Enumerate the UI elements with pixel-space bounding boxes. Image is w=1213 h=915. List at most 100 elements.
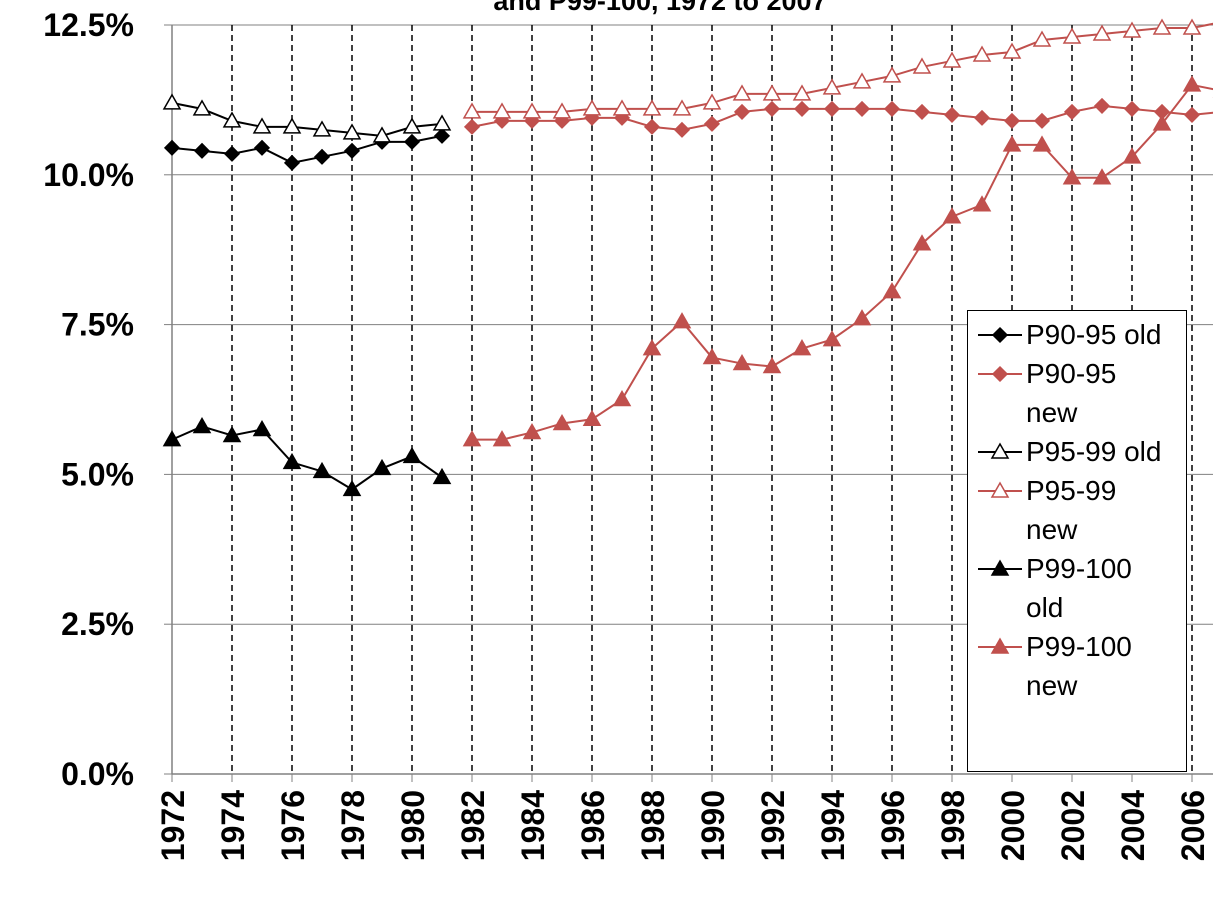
x-tick-label: 1988	[635, 790, 671, 861]
legend-entry: P95-99 old	[968, 432, 1186, 471]
marker	[852, 72, 872, 89]
marker	[1093, 97, 1111, 114]
marker	[1063, 103, 1081, 120]
legend-entry: P90-95 new	[968, 354, 1186, 432]
marker	[853, 100, 871, 117]
x-tick-label: 2004	[1115, 790, 1151, 861]
marker	[462, 102, 482, 119]
marker	[1182, 75, 1202, 92]
marker	[1003, 112, 1021, 129]
marker	[462, 430, 482, 447]
marker	[943, 106, 961, 123]
marker	[642, 339, 662, 356]
marker	[702, 93, 722, 110]
y-tick-label: 0.0%	[61, 756, 134, 792]
marker	[312, 461, 332, 479]
marker	[1123, 100, 1141, 117]
y-tick-label: 5.0%	[61, 456, 134, 492]
marker	[763, 100, 781, 117]
marker	[1002, 135, 1022, 152]
marker	[312, 120, 332, 137]
marker	[282, 452, 302, 470]
marker	[942, 207, 962, 224]
series-line	[171, 425, 443, 491]
marker	[793, 100, 811, 117]
marker	[282, 117, 302, 134]
legend-marker	[978, 442, 1022, 459]
marker	[522, 422, 542, 440]
marker	[433, 127, 451, 144]
x-tick-label: 1974	[215, 790, 251, 861]
marker	[552, 102, 572, 119]
marker	[192, 416, 212, 434]
legend-entry: P99-100 old	[968, 549, 1186, 627]
marker	[792, 84, 812, 101]
marker	[762, 84, 782, 101]
x-tick-label: 1976	[275, 790, 311, 861]
legend-label: P95-99 new	[1026, 475, 1117, 545]
y-tick-label: 10.0%	[43, 157, 134, 193]
marker	[463, 118, 481, 135]
marker	[882, 66, 902, 83]
marker	[252, 117, 272, 134]
marker	[990, 637, 1010, 654]
x-tick-label: 2000	[995, 790, 1031, 861]
marker	[612, 389, 632, 407]
marker	[822, 330, 842, 347]
marker	[402, 446, 422, 464]
legend-label: P99-100 old	[1026, 553, 1132, 623]
marker	[792, 339, 812, 356]
marker	[882, 282, 902, 299]
x-tick-label: 1994	[815, 790, 851, 861]
marker	[673, 121, 691, 138]
legend-label: P90-95 old	[1026, 319, 1162, 350]
marker	[582, 409, 602, 427]
x-tick-label: 1972	[155, 790, 191, 861]
marker	[372, 458, 392, 476]
legend-marker	[978, 326, 1022, 344]
legend: P90-95 old P90-95 new P95-99 old P95-99 new…	[967, 310, 1187, 772]
marker	[823, 100, 841, 117]
x-tick-label: 1992	[755, 790, 791, 861]
y-tick-label: 2.5%	[61, 606, 134, 642]
marker	[991, 326, 1009, 344]
x-tick-label: 1998	[935, 790, 971, 861]
marker	[991, 365, 1009, 383]
marker	[1092, 24, 1112, 41]
marker	[1092, 168, 1112, 185]
marker	[492, 430, 512, 447]
marker	[1032, 30, 1052, 47]
marker	[762, 357, 782, 374]
legend-marker	[978, 481, 1022, 498]
marker	[193, 142, 211, 159]
marker	[222, 425, 242, 443]
marker	[990, 559, 1010, 576]
legend-marker	[978, 365, 1022, 383]
marker	[703, 115, 721, 132]
legend-entry: P99-100 new	[968, 627, 1186, 705]
marker	[702, 348, 722, 365]
x-tick-label: 1978	[335, 790, 371, 861]
marker	[990, 481, 1010, 498]
marker	[1183, 106, 1201, 123]
marker	[732, 354, 752, 371]
marker	[852, 309, 872, 326]
marker	[913, 103, 931, 120]
marker	[912, 57, 932, 74]
marker	[1062, 168, 1082, 185]
chart-title: and P99-100, 1972 to 2007	[493, 0, 826, 16]
marker	[883, 100, 901, 117]
marker	[342, 479, 362, 497]
marker	[643, 118, 661, 135]
x-tick-label: 2002	[1055, 790, 1091, 861]
x-tick-label: 1982	[455, 790, 491, 861]
marker	[343, 142, 361, 159]
marker	[732, 84, 752, 101]
marker	[612, 99, 632, 116]
x-tick-label: 1980	[395, 790, 431, 861]
marker	[672, 99, 692, 116]
y-tick-label: 12.5%	[43, 7, 134, 43]
legend-label: P99-100 new	[1026, 631, 1132, 701]
marker	[432, 467, 452, 485]
marker	[1152, 114, 1172, 131]
